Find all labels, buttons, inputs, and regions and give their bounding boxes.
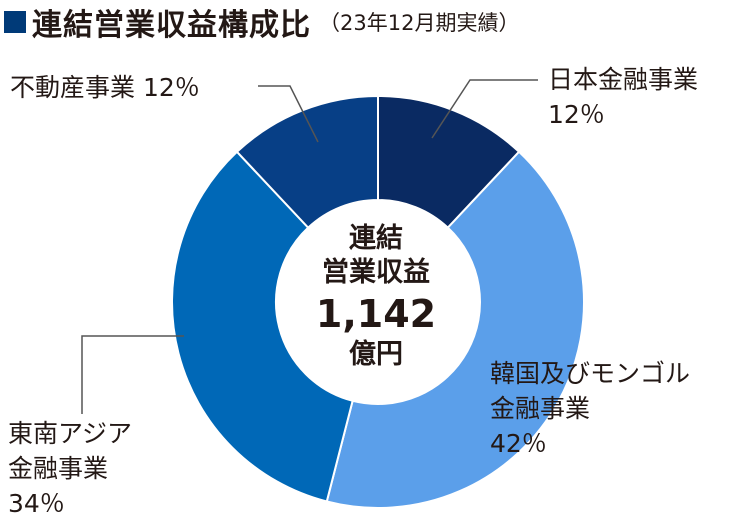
slice-label-realestate-text: 不動産事業 12％	[10, 73, 200, 102]
leader-line-realestate	[258, 85, 319, 143]
slice-label-japan: 日本金融事業 12％	[548, 62, 698, 132]
leader-line-japan	[431, 79, 538, 139]
slice-label-korea-value: 42％	[490, 429, 547, 458]
center-line-1: 連結	[349, 223, 403, 254]
donut-slice-sea	[171, 150, 354, 503]
title-square-icon	[4, 11, 26, 33]
chart-title: 連結営業収益構成比	[32, 8, 311, 43]
center-unit: 億円	[349, 339, 403, 370]
slice-label-korea: 韓国及びモンゴル 金融事業 42％	[490, 356, 690, 461]
donut-slice-korea	[325, 150, 585, 509]
slice-label-korea-name1: 韓国及びモンゴル	[490, 359, 691, 388]
donut-slice-realestate	[235, 94, 379, 230]
donut-center-label: 連結 営業収益 1,142 億円	[296, 222, 456, 372]
slice-label-sea: 東南アジア 金融事業 34％	[8, 416, 132, 521]
chart-subtitle: （23年12月期実績）	[319, 11, 520, 35]
slice-label-sea-name2: 金融事業	[8, 454, 109, 483]
slice-label-japan-name: 日本金融事業	[548, 65, 699, 94]
center-line-2: 営業収益	[322, 257, 430, 288]
chart-header: 連結営業収益構成比 （23年12月期実績）	[4, 2, 520, 43]
slice-label-korea-name2: 金融事業	[490, 394, 591, 423]
slice-label-sea-name1: 東南アジア	[8, 419, 133, 448]
leader-line-sea	[81, 335, 184, 414]
slice-label-realestate: 不動産事業 12％	[10, 70, 200, 105]
slice-label-japan-value: 12％	[548, 100, 605, 129]
slice-label-sea-value: 34％	[8, 489, 65, 518]
center-total-value: 1,142	[315, 292, 437, 336]
